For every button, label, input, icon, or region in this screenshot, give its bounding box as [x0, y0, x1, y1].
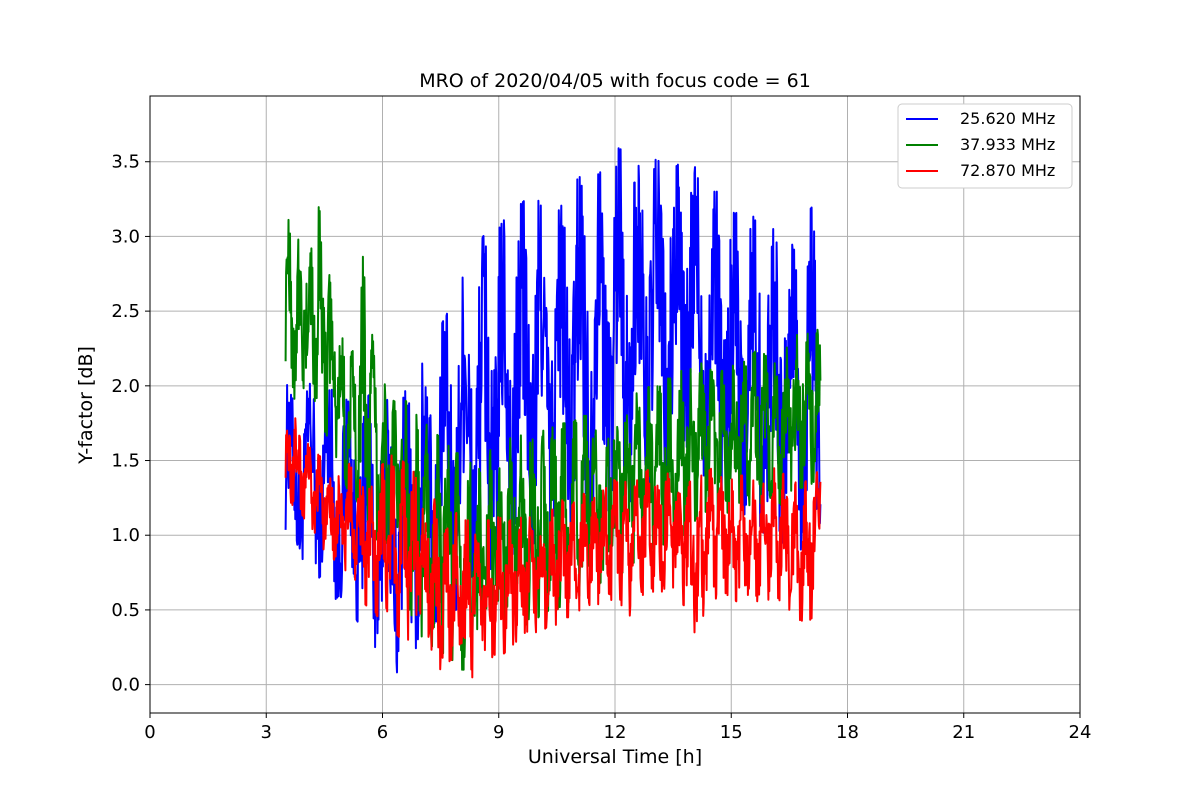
- y-tick-label: 2.0: [111, 376, 140, 397]
- series-line-2: [284, 206, 822, 671]
- x-tick-label: 0: [144, 722, 155, 743]
- y-tick-label: 0.0: [111, 675, 140, 696]
- x-axis-ticks: 0 3 6 9 12 15 18 21 24: [144, 713, 1091, 743]
- legend: 25.620 MHz 37.933 MHz 72.870 MHz: [897, 103, 1073, 189]
- x-tick-label: 15: [720, 722, 743, 743]
- chart-title: MRO of 2020/04/05 with focus code = 61: [419, 70, 811, 92]
- legend-label: 37.933 MHz: [960, 135, 1055, 154]
- x-tick-label: 12: [604, 722, 627, 743]
- x-tick-label: 9: [493, 722, 504, 743]
- y-axis-ticks: 0.0 0.5 1.0 1.5 2.0 2.5 3.0 3.5: [111, 152, 150, 696]
- y-tick-label: 0.5: [111, 600, 140, 621]
- y-tick-label: 1.5: [111, 451, 140, 472]
- legend-label: 72.870 MHz: [960, 161, 1055, 180]
- x-tick-label: 24: [1069, 722, 1092, 743]
- x-tick-label: 21: [952, 722, 975, 743]
- y-tick-label: 3.5: [111, 152, 140, 173]
- series-lines: [284, 147, 822, 679]
- legend-box: [897, 103, 1073, 189]
- legend-label: 25.620 MHz: [960, 109, 1055, 128]
- x-axis-label: Universal Time [h]: [528, 746, 702, 768]
- y-tick-label: 2.5: [111, 301, 140, 322]
- y-tick-label: 3.0: [111, 226, 140, 247]
- y-axis-label: Y-factor [dB]: [75, 346, 97, 465]
- x-tick-label: 6: [377, 722, 388, 743]
- series-line-3: [284, 417, 822, 679]
- y-tick-label: 1.0: [111, 525, 140, 546]
- x-tick-label: 18: [836, 722, 859, 743]
- plot-series-group: [284, 147, 822, 679]
- x-tick-label: 3: [261, 722, 272, 743]
